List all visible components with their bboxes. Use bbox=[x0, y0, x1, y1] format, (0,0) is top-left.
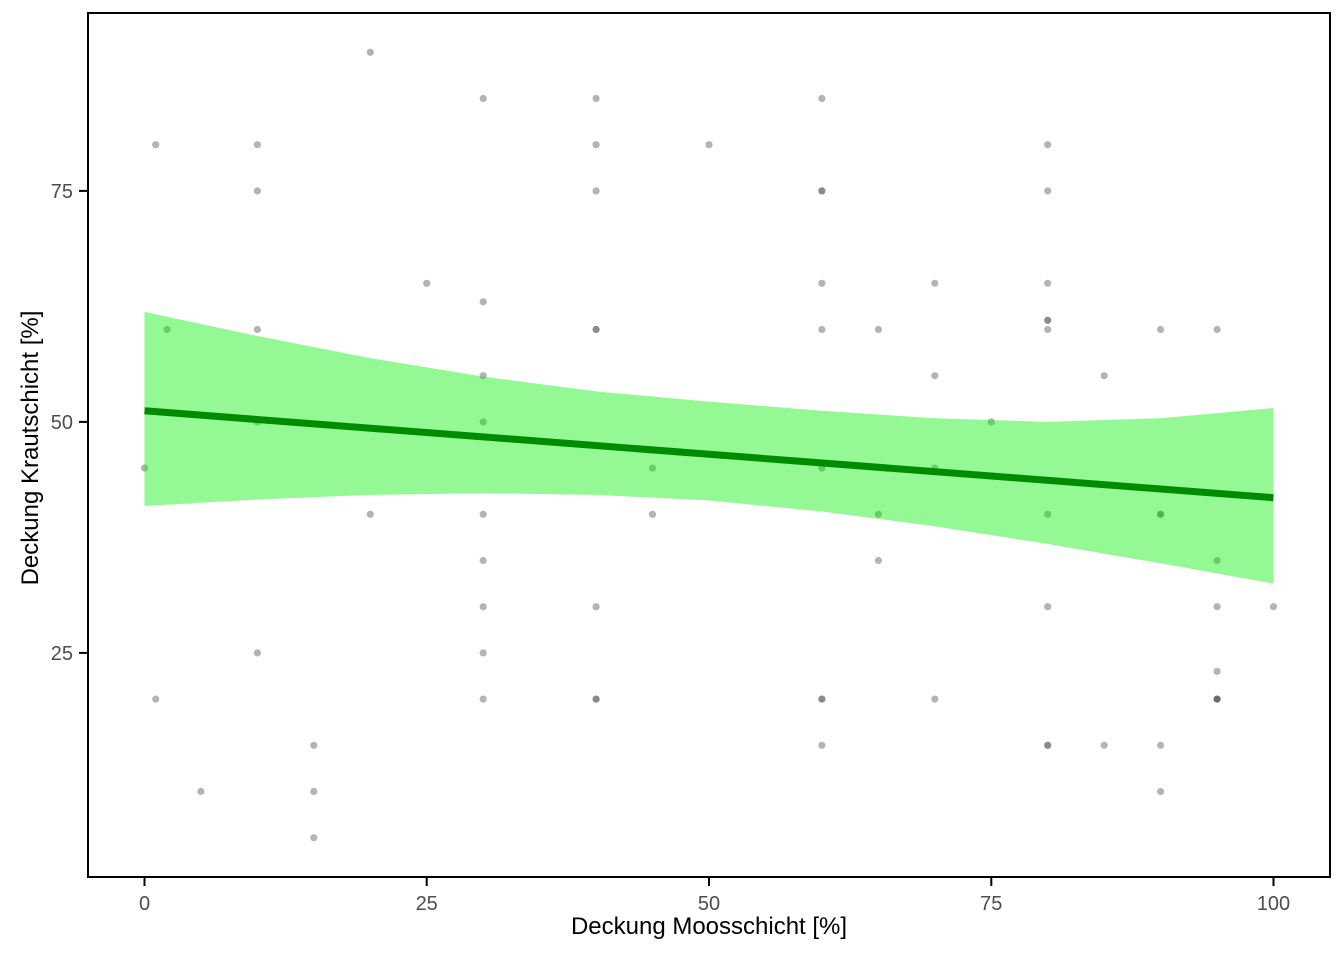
data-point bbox=[1213, 603, 1221, 611]
data-point bbox=[1044, 510, 1052, 518]
data-point bbox=[987, 418, 995, 426]
data-point bbox=[592, 325, 600, 334]
data-point bbox=[310, 741, 318, 749]
data-point bbox=[366, 48, 374, 56]
data-point bbox=[1044, 316, 1052, 324]
data-point bbox=[1157, 510, 1165, 518]
data-point bbox=[479, 556, 487, 565]
data-point bbox=[931, 279, 939, 287]
data-point bbox=[152, 141, 160, 149]
data-point bbox=[818, 325, 826, 334]
data-point bbox=[253, 325, 261, 334]
data-point bbox=[479, 372, 487, 380]
y-tick-label: 25 bbox=[51, 643, 73, 665]
y-tick-label: 50 bbox=[51, 412, 73, 434]
data-point bbox=[152, 695, 160, 703]
data-point bbox=[874, 556, 883, 565]
data-point bbox=[366, 510, 374, 518]
data-point bbox=[1213, 556, 1221, 565]
data-point bbox=[1044, 279, 1052, 287]
data-point bbox=[874, 510, 883, 518]
data-point bbox=[253, 141, 261, 149]
data-point bbox=[648, 464, 657, 472]
data-point bbox=[1213, 667, 1221, 676]
data-point bbox=[479, 298, 487, 306]
x-tick-label: 50 bbox=[698, 893, 720, 915]
data-point bbox=[592, 187, 600, 195]
data-point bbox=[592, 141, 600, 149]
data-point bbox=[197, 787, 205, 796]
data-point bbox=[931, 372, 939, 380]
data-point bbox=[1044, 325, 1052, 334]
data-point bbox=[592, 603, 600, 611]
data-point bbox=[818, 695, 826, 703]
data-point bbox=[163, 325, 171, 334]
data-point bbox=[1269, 603, 1278, 611]
data-point bbox=[479, 695, 487, 703]
data-point bbox=[874, 325, 883, 334]
data-point bbox=[818, 741, 826, 749]
regression-line bbox=[144, 407, 1274, 502]
data-point bbox=[310, 787, 318, 796]
data-point bbox=[1044, 187, 1052, 195]
data-point bbox=[479, 603, 487, 611]
data-point bbox=[818, 279, 826, 287]
y-tick-label: 75 bbox=[51, 181, 73, 203]
data-point bbox=[592, 695, 600, 703]
x-tick-label: 75 bbox=[980, 893, 1002, 915]
data-point bbox=[818, 94, 826, 103]
data-point bbox=[479, 418, 487, 426]
y-axis-title: Deckung Krautschicht [%] bbox=[17, 310, 44, 586]
data-point bbox=[1213, 695, 1221, 703]
data-point bbox=[253, 649, 261, 657]
data-point bbox=[140, 464, 149, 472]
data-point bbox=[592, 94, 600, 103]
data-point bbox=[931, 695, 939, 703]
data-point bbox=[479, 94, 487, 103]
data-point bbox=[310, 834, 318, 842]
data-point bbox=[1044, 603, 1052, 611]
data-point bbox=[1213, 325, 1221, 334]
data-point bbox=[1100, 372, 1108, 380]
data-point bbox=[1157, 741, 1165, 749]
data-point bbox=[1044, 141, 1052, 149]
data-point bbox=[648, 510, 657, 518]
x-axis-title: Deckung Moosschicht [%] bbox=[570, 913, 848, 940]
data-point bbox=[479, 649, 487, 657]
data-point bbox=[1157, 325, 1165, 334]
data-point bbox=[1100, 741, 1108, 749]
data-point bbox=[479, 510, 487, 518]
confidence-band bbox=[144, 311, 1274, 584]
x-tick-label: 0 bbox=[139, 893, 150, 915]
data-point bbox=[1157, 787, 1165, 796]
data-point bbox=[253, 187, 261, 195]
x-tick-label: 100 bbox=[1257, 893, 1290, 915]
x-tick-label: 25 bbox=[416, 893, 438, 915]
data-point bbox=[1044, 741, 1052, 749]
data-point bbox=[818, 187, 826, 195]
data-point bbox=[705, 141, 713, 149]
data-point bbox=[423, 279, 431, 287]
